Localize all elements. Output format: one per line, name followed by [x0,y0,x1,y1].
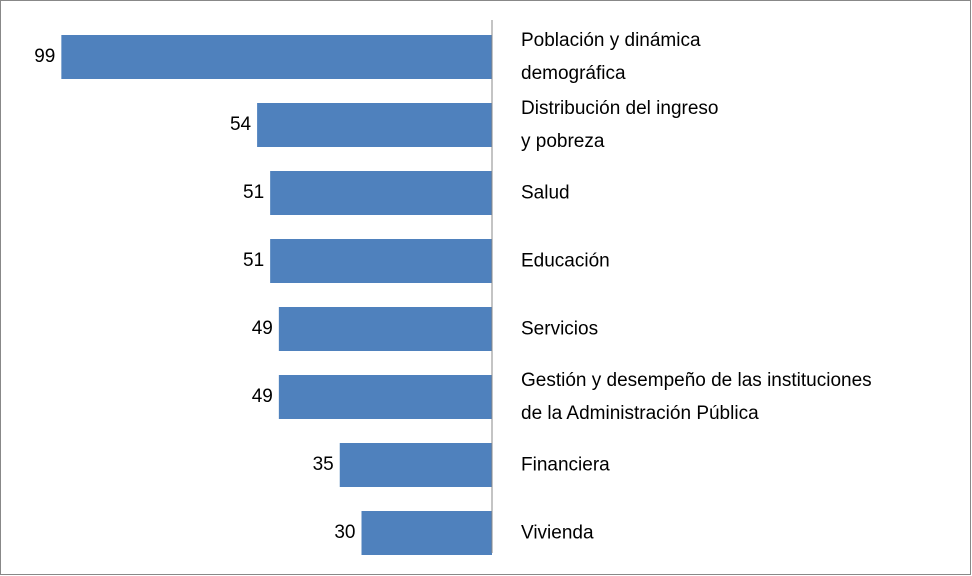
bar [257,103,492,147]
bar [339,443,492,487]
bar [61,35,492,79]
category-label: Vivienda [521,522,594,544]
category-label: Educación [521,250,610,272]
category-label: Población y dinámica demográfica [521,30,701,84]
value-label: 99 [34,46,56,67]
value-label: 30 [334,522,356,543]
value-label: 51 [243,250,265,271]
bar [278,307,492,351]
category-label: Servicios [521,318,599,340]
bar [270,171,492,215]
value-label: 51 [243,182,265,203]
value-label: 35 [312,454,334,475]
bar [278,375,492,419]
bar [361,511,492,555]
value-label: 49 [251,386,273,407]
category-label: Financiera [521,454,610,476]
category-label: Distribución del ingreso y pobreza [521,98,719,152]
bar [270,239,492,283]
value-label: 49 [251,318,273,339]
category-label: Salud [521,182,570,204]
value-label: 54 [229,114,252,135]
category-label: Gestión y desempeño de las instituciones… [521,370,872,424]
